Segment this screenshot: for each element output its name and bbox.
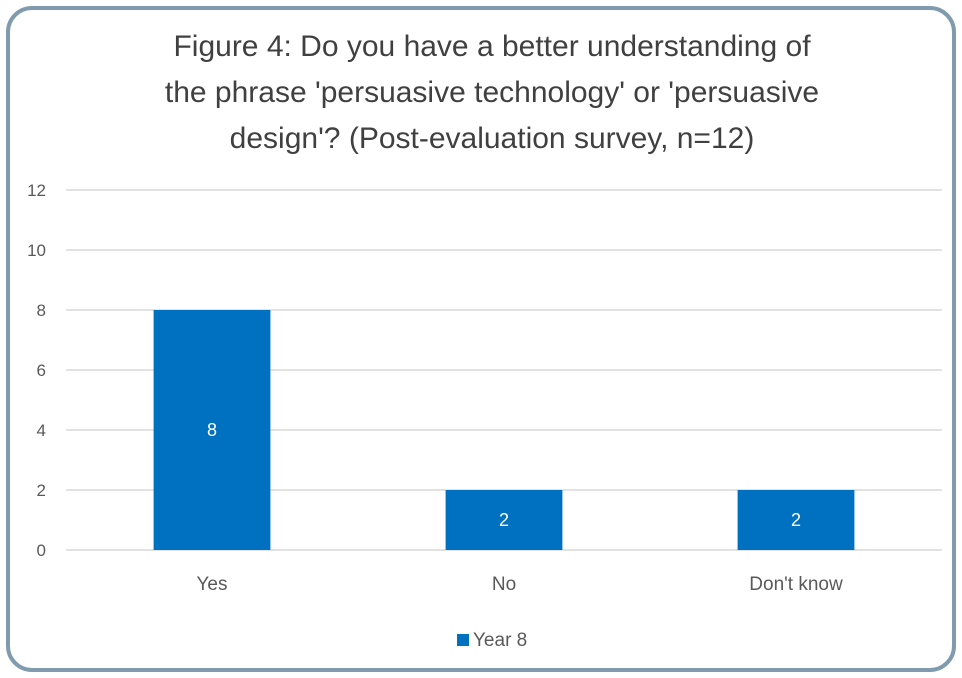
y-tick-label: 8 bbox=[37, 301, 46, 320]
y-tick-label: 6 bbox=[37, 361, 46, 380]
x-category-label: No bbox=[492, 574, 516, 595]
chart-frame: Figure 4: Do you have a better understan… bbox=[6, 6, 956, 672]
y-tick-label: 10 bbox=[27, 241, 46, 260]
bar-data-label: 2 bbox=[499, 510, 509, 530]
bar-yes bbox=[153, 310, 271, 550]
bar-chart: Figure 4: Do you have a better understan… bbox=[27, 30, 942, 651]
bars: 8 2 2 bbox=[153, 310, 855, 550]
bar-no bbox=[445, 490, 563, 550]
chart-title: Figure 4: Do you have a better understan… bbox=[165, 30, 819, 155]
x-category-label: Yes bbox=[197, 574, 228, 595]
y-tick-label: 0 bbox=[37, 541, 46, 560]
bar-don-t-know bbox=[737, 490, 855, 550]
y-tick-label: 2 bbox=[37, 481, 46, 500]
chart-title-line-1: Figure 4: Do you have a better understan… bbox=[173, 30, 811, 63]
y-tick-label: 4 bbox=[37, 421, 46, 440]
x-category-label: Don't know bbox=[749, 574, 843, 595]
y-tick-label: 12 bbox=[27, 181, 46, 200]
y-axis-ticks: 0 2 4 6 8 10 12 bbox=[27, 181, 46, 560]
bar-data-label: 8 bbox=[207, 420, 217, 440]
legend: Year 8 bbox=[457, 630, 527, 651]
legend-label: Year 8 bbox=[473, 630, 527, 651]
chart-title-line-2: the phrase 'persuasive technology' or 'p… bbox=[165, 76, 819, 109]
bar-data-label: 2 bbox=[791, 510, 801, 530]
chart-title-line-3: design'? (Post-evaluation survey, n=12) bbox=[230, 122, 755, 155]
x-axis-categories: Yes No Don't know bbox=[197, 574, 843, 595]
legend-swatch bbox=[457, 634, 469, 646]
